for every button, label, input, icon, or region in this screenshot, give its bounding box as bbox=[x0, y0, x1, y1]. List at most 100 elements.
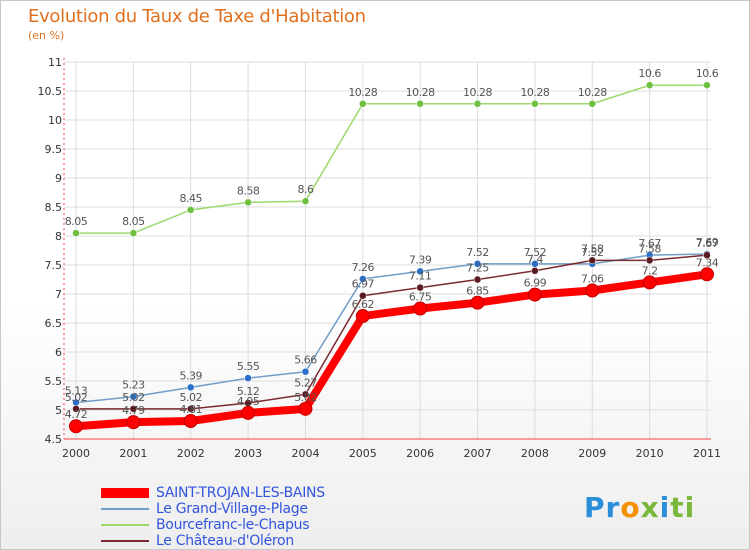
data-label: 6.85 bbox=[466, 285, 489, 298]
y-tick-label: 7.5 bbox=[45, 259, 63, 272]
x-tick-label: 2002 bbox=[177, 447, 205, 460]
data-point bbox=[359, 291, 367, 300]
data-point bbox=[416, 100, 424, 108]
data-point bbox=[588, 256, 597, 265]
data-label: 8.6 bbox=[297, 183, 313, 196]
data-point bbox=[301, 367, 310, 376]
data-label: 7.4 bbox=[527, 253, 543, 266]
data-point bbox=[129, 405, 138, 413]
data-point bbox=[642, 275, 657, 290]
data-point bbox=[585, 283, 600, 298]
data-label: 7.52 bbox=[581, 246, 604, 259]
chart-title: Evolution du Taux de Taxe d'Habitation bbox=[28, 6, 366, 27]
data-label: 4.95 bbox=[237, 395, 260, 408]
y-tick-label: 4.5 bbox=[45, 433, 63, 446]
data-point bbox=[473, 100, 482, 108]
data-label: 4.72 bbox=[65, 408, 88, 421]
y-tick-label: 9 bbox=[55, 172, 62, 185]
legend-label: SAINT-TROJAN-LES-BAINS bbox=[156, 485, 325, 501]
x-tick-label: 2005 bbox=[349, 447, 377, 460]
series-line-le-ch-teau-d-ol-ron bbox=[76, 254, 708, 410]
data-point bbox=[645, 81, 654, 89]
data-label: 5.23 bbox=[122, 379, 145, 392]
data-label: 8.05 bbox=[122, 215, 145, 228]
data-point bbox=[301, 197, 310, 205]
x-tick-label: 2004 bbox=[291, 447, 319, 460]
unit-label: (en %) bbox=[28, 29, 65, 42]
y-tick-label: 5.5 bbox=[45, 375, 63, 388]
logo-letters: o bbox=[620, 491, 641, 524]
logo-letters: x bbox=[640, 491, 660, 524]
data-point bbox=[244, 198, 252, 207]
data-label: 10.28 bbox=[348, 86, 377, 99]
series-line-le-grand-village-plage bbox=[75, 253, 708, 404]
proxiti-logo: Proxiti bbox=[584, 491, 695, 524]
data-point bbox=[183, 414, 198, 429]
data-label: 10.28 bbox=[578, 86, 607, 99]
y-tick-label: 6.5 bbox=[45, 317, 63, 330]
data-point bbox=[129, 229, 138, 237]
data-label: 7.25 bbox=[466, 262, 489, 275]
legend-label: Le Grand-Village-Plage bbox=[156, 501, 308, 517]
data-point bbox=[531, 267, 539, 275]
data-label: 5.55 bbox=[237, 360, 260, 373]
x-tick-label: 2003 bbox=[234, 447, 262, 460]
series-line-saint-trojan-les-bains bbox=[75, 270, 708, 431]
logo-letters: ti bbox=[670, 491, 696, 524]
data-label: 10.28 bbox=[406, 86, 435, 99]
data-point bbox=[359, 100, 367, 108]
data-label: 7.67 bbox=[638, 237, 661, 250]
y-tick-label: 9.5 bbox=[45, 143, 63, 156]
data-label: 5.12 bbox=[237, 385, 260, 398]
data-label: 10.6 bbox=[696, 67, 719, 80]
data-label: 7.52 bbox=[466, 246, 489, 259]
data-point bbox=[186, 405, 195, 413]
data-point bbox=[588, 100, 597, 108]
data-label: 7.52 bbox=[524, 246, 547, 259]
data-label: 7.67 bbox=[696, 237, 719, 250]
data-label: 8.05 bbox=[65, 215, 88, 228]
data-point bbox=[186, 206, 195, 214]
x-tick-label: 2006 bbox=[406, 447, 434, 460]
data-label: 8.45 bbox=[179, 192, 202, 205]
data-point bbox=[355, 309, 370, 324]
y-tick-label: 11 bbox=[48, 56, 62, 69]
y-tick-label: 7 bbox=[55, 288, 62, 301]
data-label: 7.69 bbox=[696, 236, 719, 249]
data-point bbox=[186, 383, 195, 392]
data-label: 5.02 bbox=[65, 391, 88, 404]
data-point bbox=[72, 405, 80, 413]
data-point bbox=[301, 390, 310, 399]
y-tick-label: 10.5 bbox=[38, 85, 63, 98]
x-tick-label: 2000 bbox=[62, 447, 90, 460]
data-label: 6.99 bbox=[524, 277, 547, 290]
data-point bbox=[473, 275, 482, 284]
data-label: 7.11 bbox=[409, 270, 432, 283]
legend-swatch bbox=[101, 508, 149, 510]
data-point bbox=[703, 251, 711, 259]
data-label: 5.66 bbox=[294, 354, 317, 367]
data-label: 6.62 bbox=[352, 298, 375, 311]
legend-label: Bourcefranc-le-Chapus bbox=[156, 517, 310, 533]
y-tick-label: 10 bbox=[48, 114, 62, 127]
x-tick-label: 2011 bbox=[693, 447, 721, 460]
data-label: 7.2 bbox=[642, 264, 658, 277]
legend-swatch bbox=[101, 524, 149, 526]
data-point bbox=[473, 260, 482, 268]
data-label: 10.6 bbox=[638, 67, 661, 80]
data-label: 10.28 bbox=[463, 86, 492, 99]
x-tick-label: 2007 bbox=[464, 447, 492, 460]
data-label: 7.39 bbox=[409, 253, 432, 266]
y-tick-label: 5 bbox=[55, 404, 62, 417]
data-label: 6.75 bbox=[409, 291, 432, 304]
data-point bbox=[703, 81, 711, 89]
data-point bbox=[700, 267, 714, 282]
data-point bbox=[645, 256, 654, 265]
x-tick-label: 2001 bbox=[119, 447, 147, 460]
data-point bbox=[72, 229, 80, 237]
data-point bbox=[470, 295, 485, 310]
data-point bbox=[413, 301, 428, 316]
data-label: 5.27 bbox=[294, 376, 317, 389]
